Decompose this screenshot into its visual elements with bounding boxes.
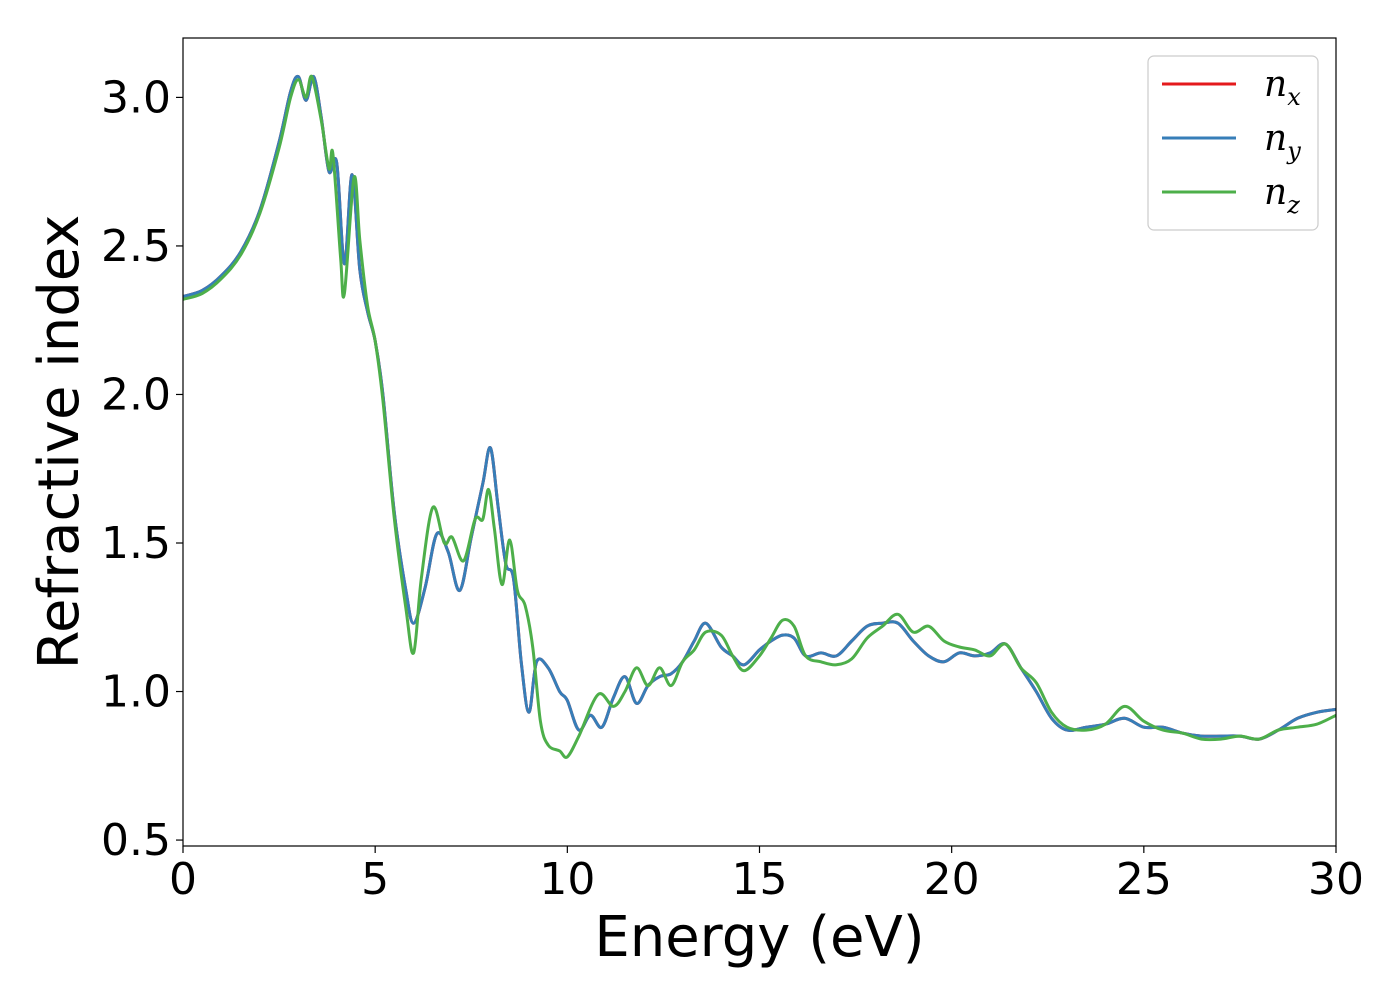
x-tick-label: 10 [539, 854, 595, 905]
x-tick-label: 25 [1116, 854, 1172, 905]
x-tick-label: 20 [924, 854, 980, 905]
y-tick-label: 3.0 [101, 72, 171, 123]
legend-label: nz [1264, 172, 1300, 219]
y-tick-label: 2.5 [101, 221, 171, 272]
legend-label: ny [1264, 118, 1301, 165]
legend-box [1147, 55, 1319, 231]
series-line-z [183, 74, 1336, 759]
y-axis-label: Refractive index [27, 215, 92, 670]
legend-entry-y: ny [1162, 118, 1301, 165]
legend-entry-x: nx [1162, 64, 1301, 111]
y-tick-label: 1.5 [101, 518, 171, 569]
y-axis-ticks: 0.5 1.0 1.5 2.0 2.5 3.0 [101, 72, 183, 866]
y-tick-label: 0.5 [101, 815, 171, 866]
x-axis-ticks: 0 5 10 15 20 25 30 [169, 846, 1364, 905]
x-tick-label: 15 [732, 854, 788, 905]
series-layer [183, 74, 1336, 759]
x-tick-label: 5 [361, 854, 389, 905]
x-tick-label: 0 [169, 854, 197, 905]
x-tick-label: 30 [1308, 854, 1364, 905]
legend-label: nx [1264, 64, 1301, 111]
legend-entry-z: nz [1162, 172, 1300, 219]
y-tick-label: 1.0 [101, 667, 171, 718]
legend: nx ny nz [1147, 55, 1319, 231]
y-tick-label: 2.0 [101, 369, 171, 420]
x-axis-label: Energy (eV) [594, 905, 924, 970]
